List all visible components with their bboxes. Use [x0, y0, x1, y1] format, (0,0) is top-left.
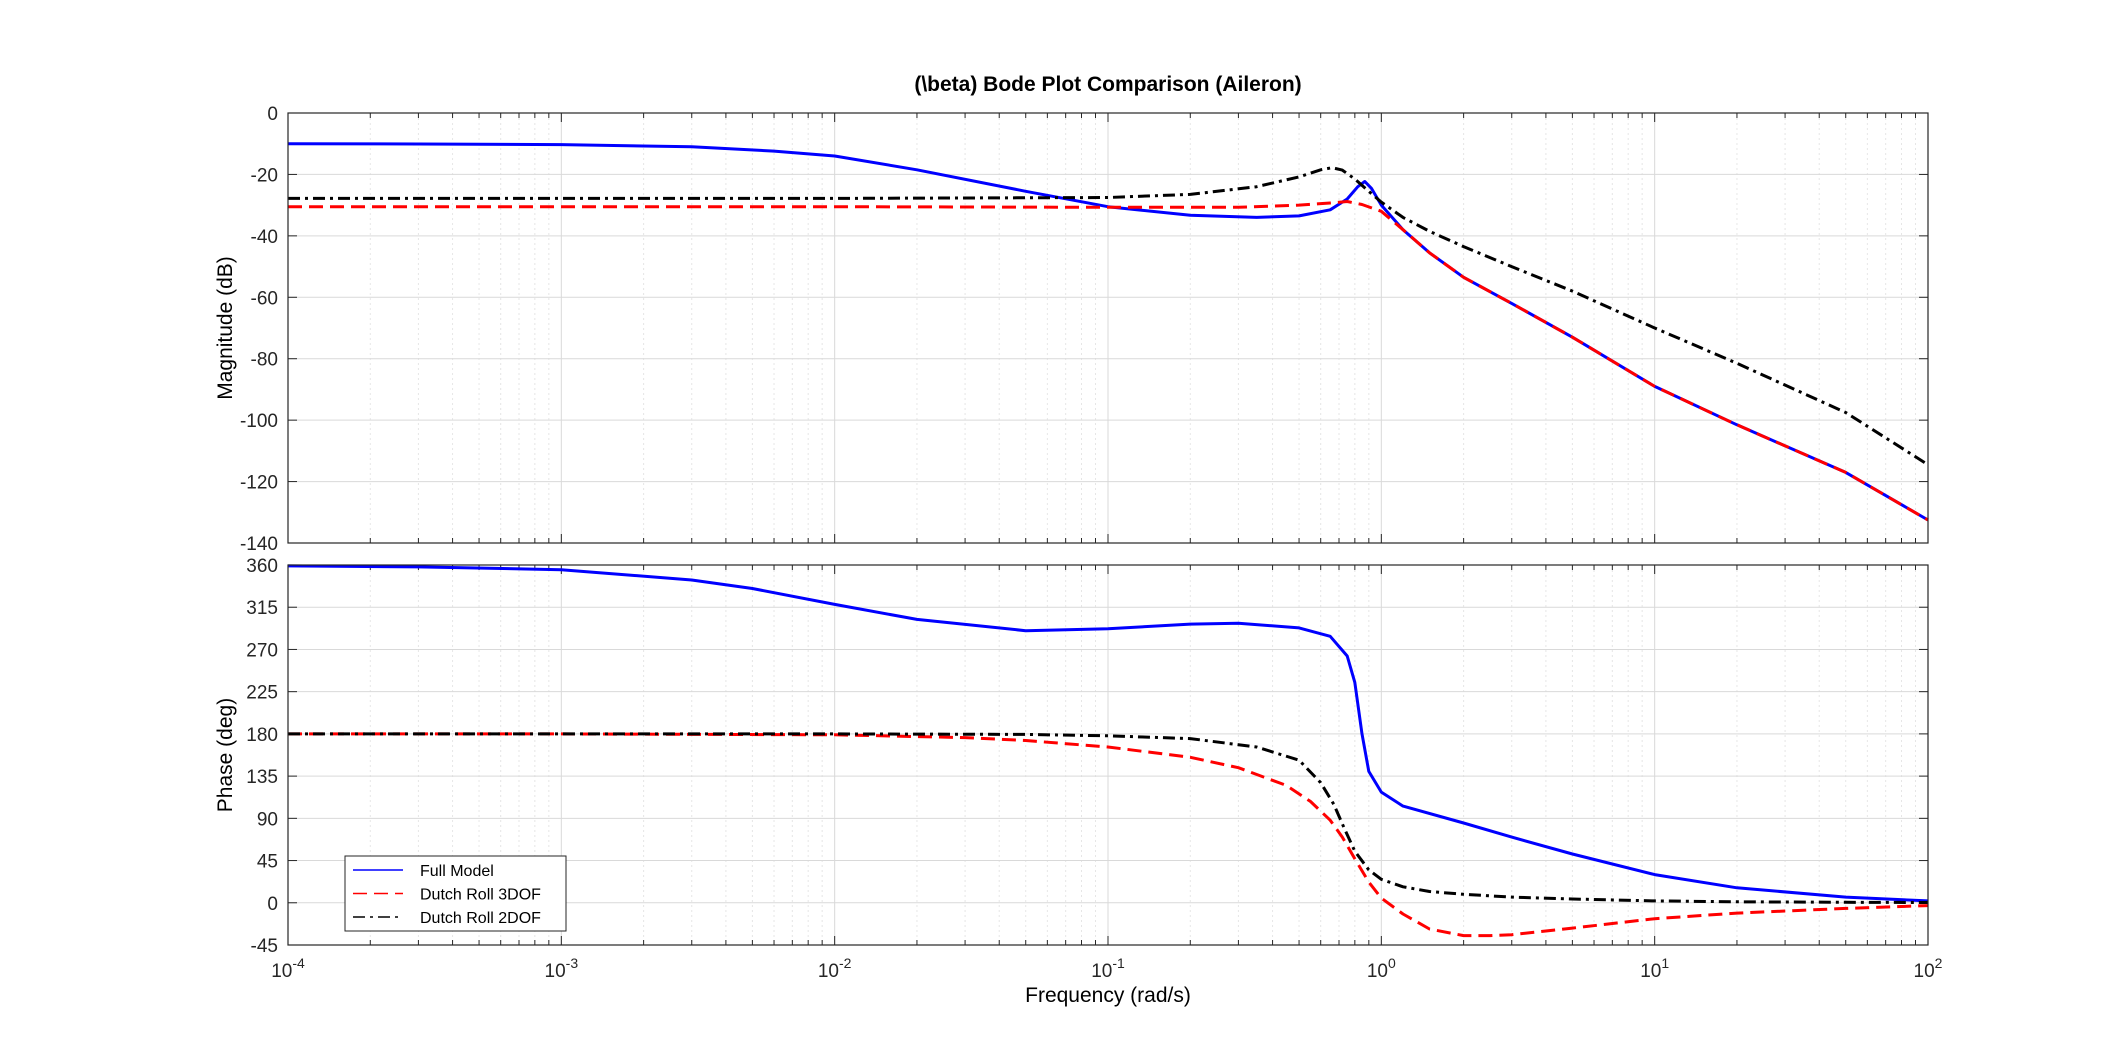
y-tick-label: -140: [240, 534, 278, 555]
x-tick-base: 10: [818, 961, 839, 982]
y-tick-label: -80: [251, 350, 278, 371]
y-axis-label: Magnitude (dB): [214, 256, 237, 400]
series-line-dutch-roll-2dof: [288, 732, 1929, 904]
y-axis-label: Phase (deg): [214, 698, 237, 812]
x-tick-base: 10: [1367, 961, 1388, 982]
legend-label: Dutch Roll 3DOF: [420, 887, 541, 904]
x-tick-label: 100: [1367, 955, 1396, 982]
series-line-dutch-roll-3dof: [288, 732, 1929, 938]
x-tick-base: 10: [545, 961, 566, 982]
x-tick-base: 10: [271, 961, 292, 982]
y-tick-label: -45: [251, 936, 278, 957]
y-tick-label: 180: [246, 725, 278, 746]
y-tick-label: -40: [251, 227, 278, 248]
x-tick-label: 10-4: [271, 955, 305, 982]
y-tick-label: -100: [240, 411, 278, 432]
magnitude-panel: 0 -20 -40 -60 -80 -100 -120 -140 Magnitude (dB): [214, 104, 1929, 555]
legend: Full Model Dutch Roll 3DOF Dutch Roll 2DOF: [344, 855, 567, 932]
y-tick-label: -120: [240, 473, 278, 494]
x-tick-label: 102: [1914, 955, 1943, 982]
x-tick-exponent: 2: [1935, 955, 1943, 971]
x-tick-exponent: 1: [1661, 955, 1669, 971]
series-line-full-model: [287, 564, 1929, 903]
y-tick-label: 45: [257, 852, 278, 873]
legend-label: Full Model: [420, 863, 494, 880]
x-tick-exponent: -2: [839, 955, 852, 971]
axes-box: [287, 564, 1929, 946]
y-tick-label: -60: [251, 288, 278, 309]
x-tick-exponent: -4: [292, 955, 305, 971]
x-tick-label: 10-1: [1091, 955, 1125, 982]
y-tick-label: 225: [246, 683, 278, 704]
x-tick-exponent: -1: [1112, 955, 1125, 971]
y-tick-label: 315: [246, 598, 278, 619]
x-tick-base: 10: [1640, 961, 1661, 982]
x-tick-base: 10: [1914, 961, 1935, 982]
series-line-dutch-roll-3dof: [288, 200, 1929, 522]
x-tick-exponent: -3: [566, 955, 579, 971]
y-tick-label: -20: [251, 165, 278, 186]
x-tick-label: 10-2: [818, 955, 852, 982]
x-tick-label: 10-3: [545, 955, 579, 982]
axes-box: [287, 112, 1929, 544]
y-tick-label: 0: [267, 104, 278, 125]
series-line-dutch-roll-2dof: [288, 166, 1929, 466]
y-tick-label: 90: [257, 809, 278, 830]
y-tick-label: 0: [267, 894, 278, 915]
y-tick-label: 135: [246, 767, 278, 788]
chart-title: (\beta) Bode Plot Comparison (Aileron): [914, 73, 1301, 96]
series-line-full-model: [287, 142, 1929, 522]
legend-label: Dutch Roll 2DOF: [420, 910, 541, 927]
y-tick-label: 270: [246, 640, 278, 661]
y-tick-label: 360: [246, 556, 278, 577]
x-axis-label: Frequency (rad/s): [1025, 984, 1191, 1007]
x-tick-base: 10: [1091, 961, 1112, 982]
x-tick-exponent: 0: [1388, 955, 1396, 971]
x-tick-label: 101: [1640, 955, 1669, 982]
